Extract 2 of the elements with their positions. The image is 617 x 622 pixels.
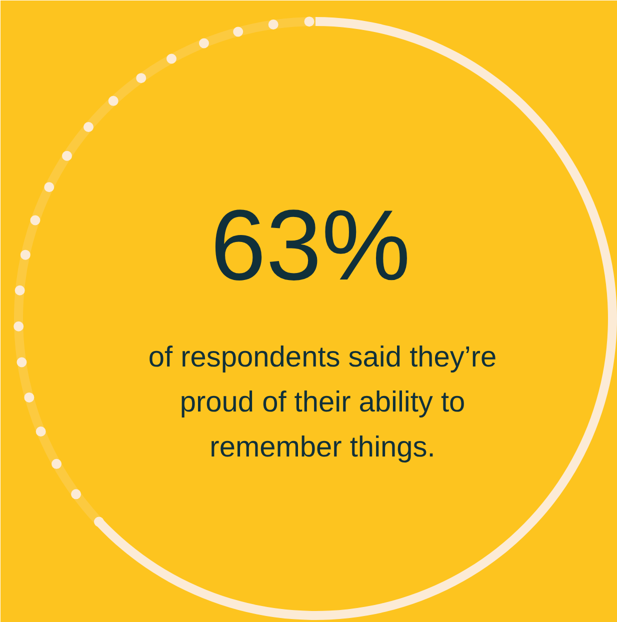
- text: 63%: [210, 190, 411, 302]
- text: of respondents said they’re proud of their ability to remember things.: [148, 342, 497, 464]
